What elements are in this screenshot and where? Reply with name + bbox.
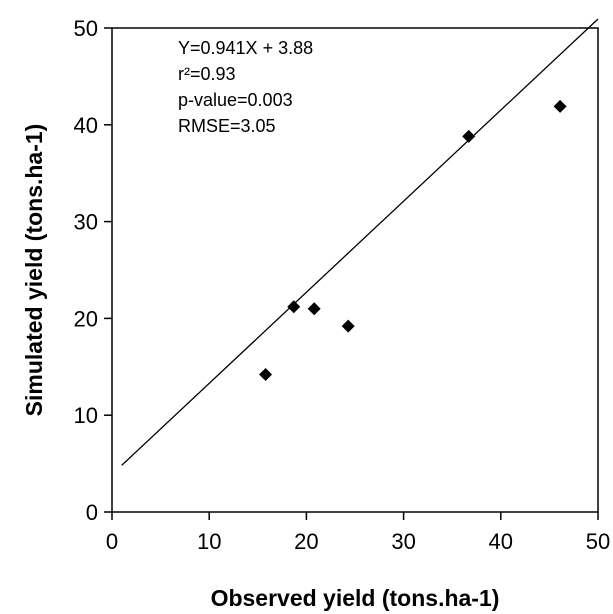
x-tick-label-40: 40: [489, 529, 513, 554]
data-point-4: [341, 319, 355, 333]
y-tick-label-0: 0: [86, 500, 98, 525]
regression-annotation: Y=0.941X + 3.88 r²=0.93 p-value=0.003 RM…: [178, 38, 313, 136]
data-points: [259, 99, 567, 382]
annotation-equation: Y=0.941X + 3.88: [178, 38, 313, 58]
y-axis-title: Simulated yield (tons.ha-1): [21, 124, 47, 417]
annotation-rmse: RMSE=3.05: [178, 116, 276, 136]
data-point-6: [553, 99, 567, 113]
x-axis-tick-labels: 0 10 20 30 40 50: [106, 529, 610, 554]
y-tick-label-50: 50: [74, 16, 98, 41]
plot-area: [111, 27, 599, 513]
annotation-p-value: p-value=0.003: [178, 90, 293, 110]
y-tick-label-40: 40: [74, 113, 98, 138]
data-point-5: [462, 129, 476, 143]
y-axis-tick-labels: 0 10 20 30 40 50: [74, 16, 98, 525]
x-tick-label-20: 20: [294, 529, 318, 554]
x-tick-label-0: 0: [106, 529, 118, 554]
y-tick-label-10: 10: [74, 403, 98, 428]
y-axis-ticks: [104, 27, 112, 513]
x-tick-label-30: 30: [391, 529, 415, 554]
y-tick-label-20: 20: [74, 306, 98, 331]
annotation-r-squared: r²=0.93: [178, 64, 236, 84]
regression-line: [121, 18, 599, 466]
data-point-3: [307, 302, 321, 316]
x-tick-label-10: 10: [197, 529, 221, 554]
data-point-2: [287, 300, 301, 314]
x-axis-title: Observed yield (tons.ha-1): [211, 585, 500, 611]
y-tick-label-30: 30: [74, 210, 98, 235]
data-point-1: [259, 368, 273, 382]
x-tick-label-50: 50: [586, 529, 610, 554]
x-axis-ticks: [111, 512, 599, 520]
